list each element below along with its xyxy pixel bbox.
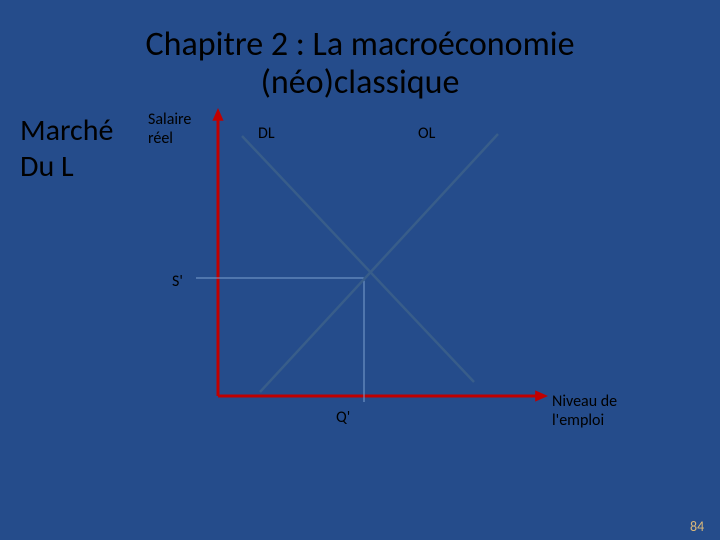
chart-svg <box>0 0 720 540</box>
chart-group <box>196 108 548 402</box>
slide: Chapitre 2 : La macroéconomie (néo)class… <box>0 0 720 540</box>
